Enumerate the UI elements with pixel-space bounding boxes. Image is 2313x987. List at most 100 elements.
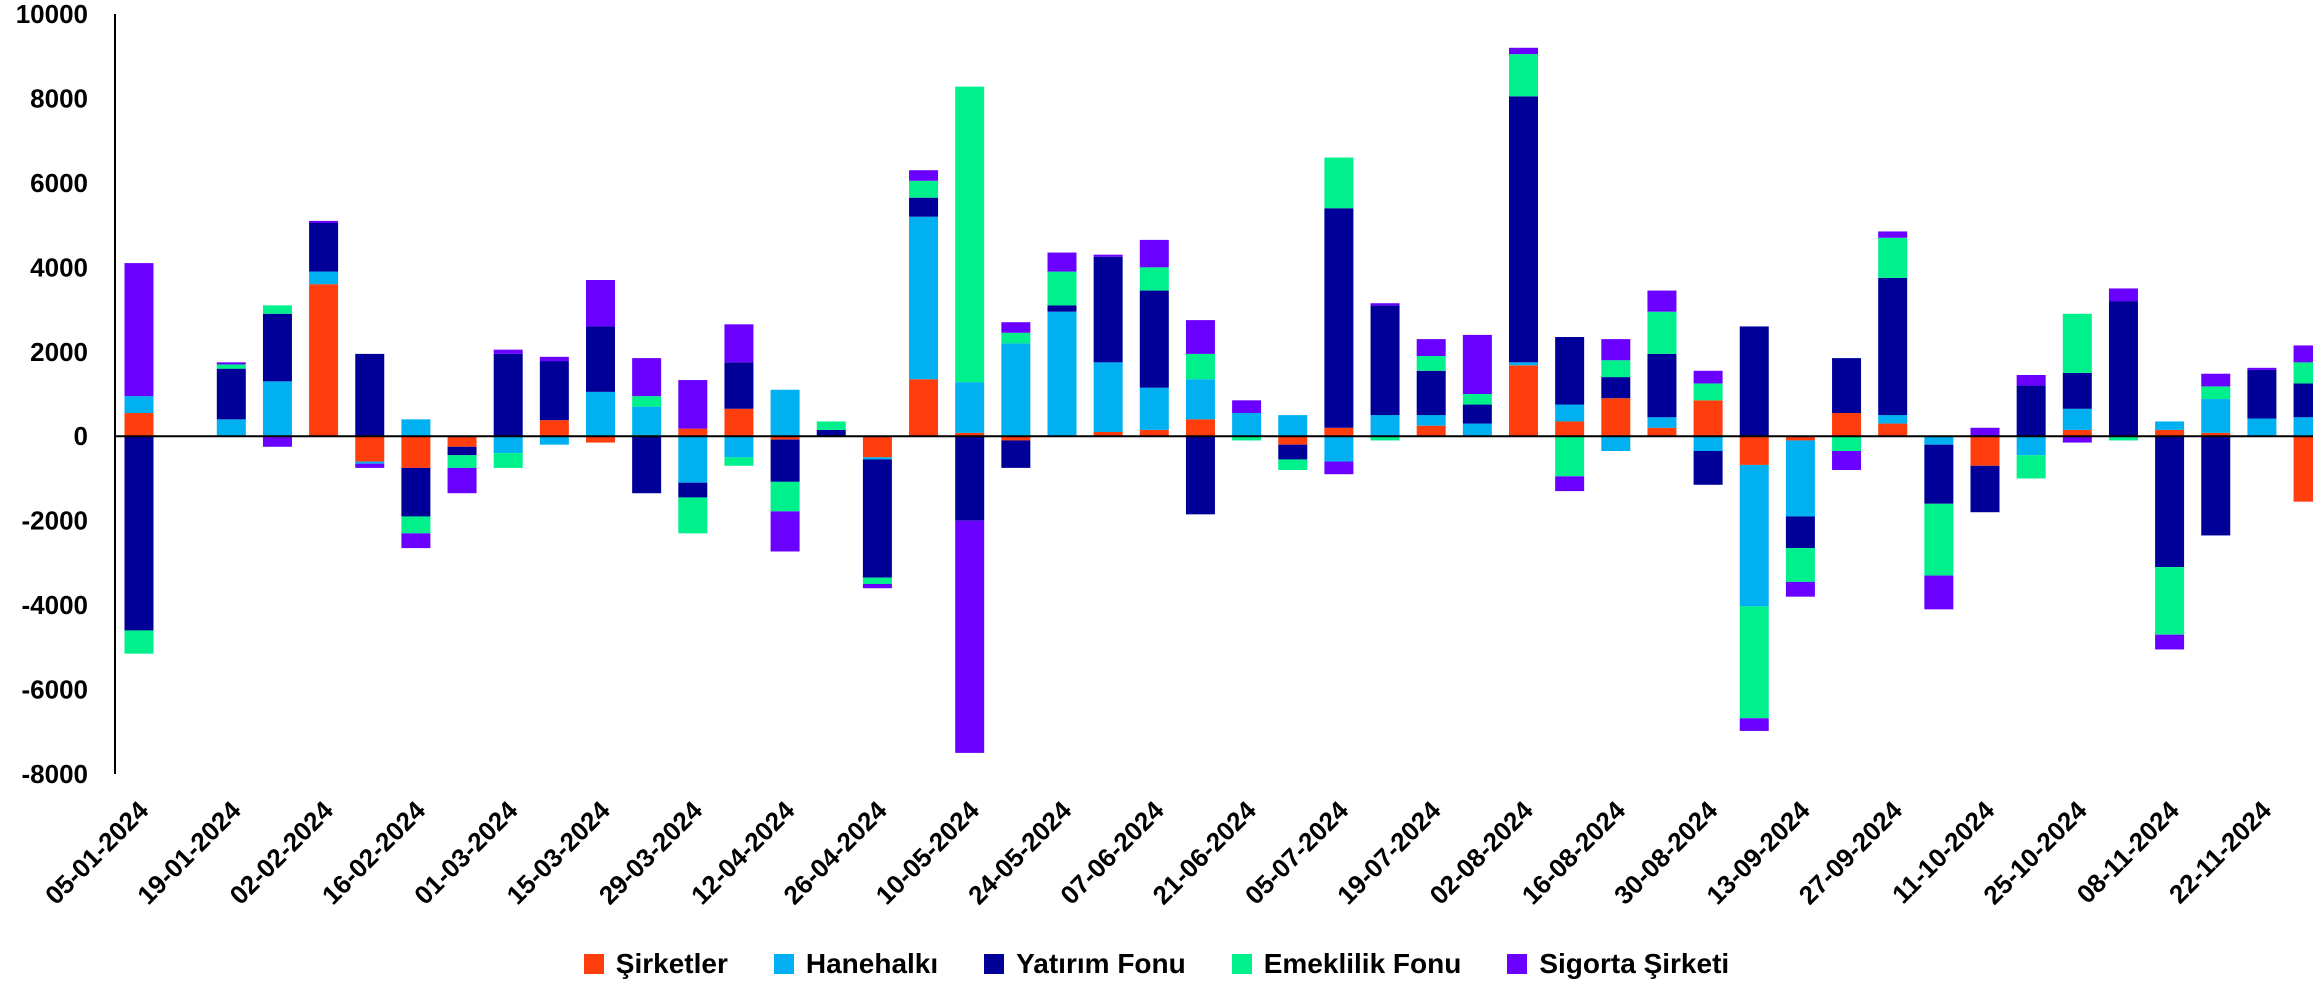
- bar-segment: [2201, 386, 2231, 400]
- bar-segment: [678, 482, 708, 498]
- bar-segment: [1370, 303, 1400, 306]
- bar-segment: [447, 436, 477, 447]
- bar-segment: [1232, 436, 1262, 441]
- bar-segment: [1185, 320, 1215, 354]
- bar-segment: [770, 439, 800, 482]
- legend-label: Yatırım Fonu: [1016, 948, 1186, 979]
- bar-segment: [2155, 634, 2185, 650]
- bar-segment: [2201, 436, 2231, 536]
- bar-segment: [1416, 415, 1446, 426]
- bar-segment: [309, 223, 339, 272]
- bar-segment: [2108, 301, 2138, 437]
- bar-segment: [1647, 311, 1677, 354]
- bar-segment: [1185, 436, 1215, 515]
- bar-segment: [2201, 373, 2231, 387]
- bar-segment: [262, 313, 292, 382]
- bar-segment: [632, 396, 662, 407]
- bar-segment: [401, 436, 431, 468]
- bar-segment: [1555, 436, 1585, 477]
- bar-segment: [1093, 432, 1123, 437]
- bar-segment: [309, 220, 339, 223]
- bar-segment: [1139, 429, 1169, 437]
- bar-segment: [2108, 436, 2138, 441]
- legend-label: Sigorta Şirketi: [1539, 948, 1730, 979]
- bar-segment: [2108, 288, 2138, 302]
- bar-segment: [2155, 436, 2185, 568]
- bar-segment: [401, 419, 431, 437]
- bar-segment: [678, 428, 708, 437]
- bar-segment: [124, 436, 154, 631]
- bar-segment: [1001, 322, 1031, 333]
- legend-label: Emeklilik Fonu: [1263, 948, 1462, 979]
- bar-segment: [309, 271, 339, 285]
- bar-segment: [1047, 252, 1077, 272]
- bar-segment: [124, 630, 154, 654]
- bar-segment: [1693, 383, 1723, 401]
- bar-segment: [724, 457, 754, 466]
- bar-segment: [1278, 415, 1308, 437]
- bar-segment: [770, 481, 800, 512]
- bar-segment: [1878, 231, 1908, 238]
- bar-segment: [1601, 398, 1631, 437]
- bar-segment: [1878, 423, 1908, 437]
- legend-label: Hanehalkı: [805, 948, 939, 979]
- bar-segment: [216, 419, 246, 437]
- bar-segment: [1970, 436, 2000, 466]
- bar-segment: [1739, 436, 1769, 465]
- legend: Şirketler Hanehalkı Yatırım Fonu Emeklil…: [0, 946, 2313, 982]
- bar-segment: [1970, 427, 2000, 437]
- bar-segment: [1647, 290, 1677, 312]
- bar-segment: [1324, 461, 1354, 475]
- bar-segment: [586, 326, 615, 392]
- legend-item-sigorta-sirketi: Sigorta Şirketi: [1507, 946, 1729, 982]
- y-tick-label: -8000: [22, 759, 89, 789]
- bar-segment: [1739, 718, 1769, 731]
- bar-segment: [678, 436, 708, 483]
- bar-segment: [1185, 379, 1215, 420]
- bar-segment: [1832, 413, 1862, 437]
- bar-segment: [862, 577, 892, 584]
- legend-swatch: [1231, 954, 1252, 974]
- bar-segment: [2201, 399, 2231, 433]
- bar-segment: [1462, 394, 1492, 405]
- y-tick-label: -4000: [22, 590, 89, 620]
- bar-segment: [909, 216, 939, 380]
- bar-segment: [539, 420, 569, 437]
- bar-segment: [309, 284, 339, 437]
- bar-segment: [1601, 377, 1631, 399]
- bar-segment: [2155, 567, 2185, 635]
- bar-segment: [955, 436, 985, 521]
- bar-segment: [816, 421, 846, 430]
- bar-segment: [1785, 516, 1815, 549]
- bar-segment: [1878, 237, 1908, 278]
- bar-segment: [1785, 548, 1815, 582]
- bar-segment: [1647, 427, 1677, 437]
- bar-segment: [447, 467, 477, 494]
- bar-segment: [493, 349, 523, 354]
- bar-segment: [1693, 370, 1723, 384]
- bar-segment: [1416, 356, 1446, 371]
- bar-segment: [2062, 429, 2092, 437]
- bar-segment: [862, 457, 892, 460]
- bar-segment: [2062, 313, 2092, 373]
- bar-segment: [493, 453, 523, 468]
- bar-segment: [1970, 465, 2000, 513]
- bar-segment: [770, 511, 800, 552]
- bar-segment: [1601, 436, 1631, 451]
- bar-segment: [401, 516, 431, 534]
- bar-segment: [586, 391, 615, 437]
- bar-segment: [724, 324, 754, 363]
- bar-segment: [1924, 503, 1954, 576]
- bar-segment: [1785, 440, 1815, 517]
- bar-segment: [262, 436, 292, 447]
- bar-segment: [1093, 256, 1123, 363]
- bar-segment: [724, 408, 754, 437]
- legend-item-yatirim-fonu: Yatırım Fonu: [984, 946, 1186, 982]
- y-tick-label: -2000: [22, 506, 89, 536]
- bar-segment: [1878, 415, 1908, 424]
- bar-segment: [355, 463, 385, 468]
- bar-segment: [1232, 413, 1262, 437]
- bar-segment: [539, 361, 569, 421]
- bar-segment: [1462, 423, 1492, 437]
